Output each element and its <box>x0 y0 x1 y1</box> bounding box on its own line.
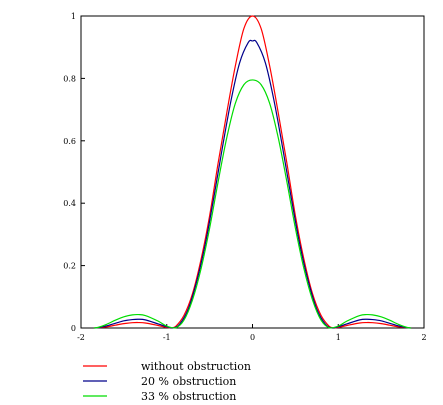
series-line-2 <box>93 39 412 329</box>
x-tick-label: -2 <box>77 333 85 342</box>
y-tick-label: 1 <box>71 12 76 21</box>
legend: without obstruction 20 % obstruction 33 % … <box>83 360 251 403</box>
x-tick-label: -1 <box>163 333 171 342</box>
x-axis: -2 -1 0 1 2 <box>77 324 427 342</box>
series-line-3 <box>93 79 412 329</box>
y-tick-label: 0.8 <box>63 74 76 83</box>
y-tick-label: 0.6 <box>63 137 76 146</box>
legend-label-1: without obstruction <box>141 360 251 373</box>
series-line-1 <box>93 15 412 329</box>
legend-label-3: 33 % obstruction <box>141 390 236 403</box>
y-axis: 0 0.2 0.4 0.6 0.8 1 <box>63 12 85 333</box>
x-tick-label: 2 <box>421 333 426 342</box>
y-tick-label: 0.4 <box>63 199 76 208</box>
legend-label-2: 20 % obstruction <box>141 375 236 388</box>
plot-frame <box>80 15 425 329</box>
x-tick-label: 1 <box>336 333 341 342</box>
series-group <box>93 15 412 329</box>
y-tick-label: 0 <box>71 324 76 333</box>
x-tick-label: 0 <box>250 333 255 342</box>
y-tick-label: 0.2 <box>63 262 76 271</box>
